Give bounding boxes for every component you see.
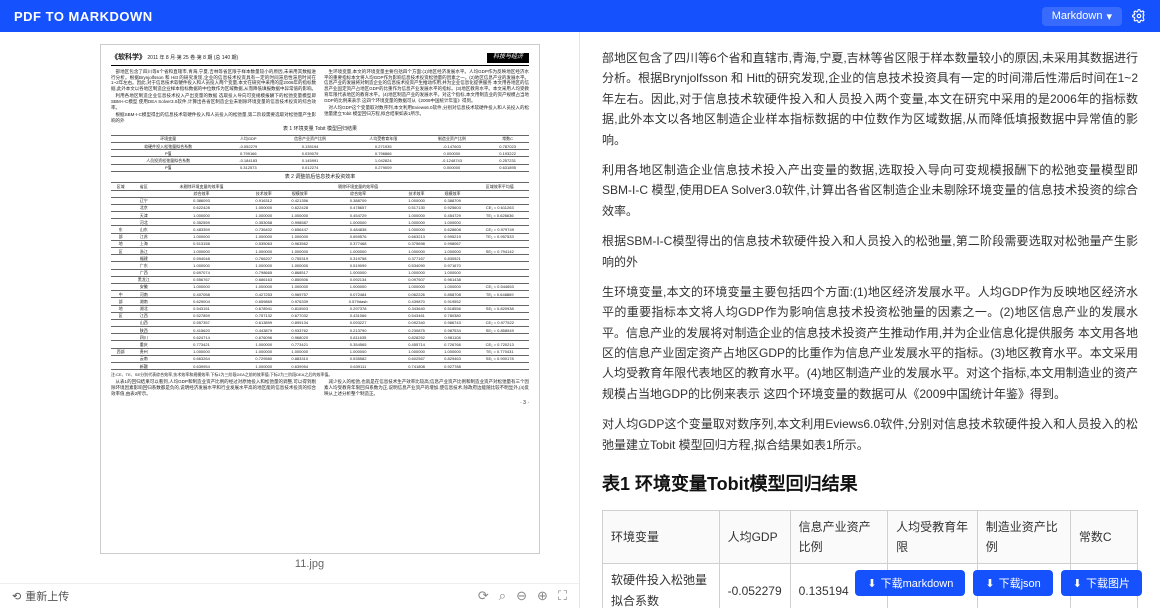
main-area: 《软科学》 2011 年 8 月·第 25 卷·第 8 期 (总 140 期) … [0,32,1160,608]
doc-para: 部地区包含了四川等6个省和直辖市,青海,宁夏,吉林等省区限于样本数量较小的原因,… [111,69,316,92]
download-buttons: ⬇下载markdown ⬇下载json ⬇下载图片 [855,570,1142,596]
table-header: 信息产业资产比例 [790,510,888,564]
download-icon: ⬇ [867,577,876,590]
output-para: 部地区包含了四川等6个省和直辖市,青海,宁夏,吉林等省区限于样本数量较小的原因,… [602,48,1138,150]
mini-table1-caption: 表 1 环境变量 Tobit 模型回归结果 [111,126,529,133]
zoom-out-icon[interactable]: ⊖ [516,588,527,604]
expand-icon[interactable]: ⛶ [558,588,567,604]
preview-toolbar: ⟲ 重新上传 ⟳ ⌕ ⊖ ⊕ ⛶ [0,583,579,608]
doc-page-num: · 3 · [111,400,529,407]
zoom-tools: ⟳ ⌕ ⊖ ⊕ ⛶ [478,588,567,604]
output-heading-1: 表1 环境变量Tobit模型回归结果 [602,469,1138,500]
doc-issue: 2011 年 8 月·第 25 卷·第 8 期 (总 140 期) [147,55,238,61]
doc-para: 根据SBM-I-C模型得出的信息技术软硬件投入和人员投入的松弛量,第二阶段需要选… [111,112,316,124]
table-header: 人均GDP [719,510,790,564]
header-actions: Markdown ▾ [1042,7,1146,26]
download-image-button[interactable]: ⬇下载图片 [1061,570,1142,596]
download-markdown-button[interactable]: ⬇下载markdown [855,570,965,596]
doc-col-right: 生环境变量,本文的环境变量主要包括四个方面:(1)地区经济发展水平。人均GDP作… [324,69,529,125]
download-icon: ⬇ [1073,577,1082,590]
reupload-label: 重新上传 [25,588,69,604]
doc-badge: 科技与经济 [487,53,529,63]
markdown-output-panel: 部地区包含了四川等6个省和直辖市,青海,宁夏,吉林等省区限于样本数量较小的原因,… [580,32,1160,608]
doc-para: 减少投入的松弛,也就是在信息技术生产效率比较高;信息产业资产比例和制造业资产对松… [324,379,529,397]
upload-icon: ⟲ [12,590,21,603]
download-json-button[interactable]: ⬇下载json [973,570,1052,596]
table-header: 人均受教育年限 [888,510,978,564]
reupload-button[interactable]: ⟲ 重新上传 [12,588,69,604]
pdf-preview-panel: 《软科学》 2011 年 8 月·第 25 卷·第 8 期 (总 140 期) … [0,32,580,608]
search-icon[interactable]: ⌕ [499,588,506,604]
table-header: 制造业资产比例 [977,510,1070,564]
doc-header: 《软科学》 2011 年 8 月·第 25 卷·第 8 期 (总 140 期) … [111,53,529,66]
table-header: 环境变量 [603,510,720,564]
doc-para: 利用各地区制造企业信息技术投入产出变量的数据 选取投入导向可变规模报酬下的松弛变… [111,93,316,111]
download-icon: ⬇ [985,577,994,590]
doc-note: 注:CE、TE、SE分别代表综合效率,技术效率和规模效率;下标1为三阶段DEA之… [111,372,529,377]
settings-icon[interactable] [1132,9,1146,23]
chevron-down-icon: ▾ [1106,10,1112,23]
doc-para: 对人均GDP这个变量取对数序列,本文利用Eviews6.0软件,分别对信息技术软… [324,105,529,117]
doc-col-left: 部地区包含了四川等6个省和直辖市,青海,宁夏,吉林等省区限于样本数量较小的原因,… [111,69,316,125]
output-para: 生环境变量,本文的环境变量主要包括四个方面:(1)地区经济发展水平。人均GDP作… [602,282,1138,404]
format-dropdown[interactable]: Markdown ▾ [1042,7,1122,26]
document-page: 《软科学》 2011 年 8 月·第 25 卷·第 8 期 (总 140 期) … [100,44,540,554]
dropdown-label: Markdown [1052,10,1103,22]
mini-table2: 区域省区未剔除环境变量的效率值剔除环境变量的效率值区域效率平均值综合效率技术效率… [111,182,529,370]
page-filename: 11.jpg [100,558,519,570]
mini-table2-caption: 表 2 调整前后信息技术投资效率 [111,174,529,181]
doc-footer-cols: 从表1的回归结果可以看到,人均GDP和制造业资产比例的经过对原始投入和松弛量的调… [111,379,529,398]
doc-journal: 《软科学》 [111,54,146,61]
app-title: PDF TO MARKDOWN [14,9,153,24]
doc-para: 生环境变量,本文的环境变量主要包括四个方面:(1)地区经济发展水平。人均GDP作… [324,69,529,104]
zoom-in-icon[interactable]: ⊕ [537,588,548,604]
doc-body: 部地区包含了四川等6个省和直辖市,青海,宁夏,吉林等省区限于样本数量较小的原因,… [111,69,529,125]
mini-table1: 环境变量人均GDP信息产业资产比例人均受教育年限制造业资产比例常数C软硬件投入松… [111,135,529,172]
document-viewport: 《软科学》 2011 年 8 月·第 25 卷·第 8 期 (总 140 期) … [0,32,579,583]
rotate-icon[interactable]: ⟳ [478,588,489,604]
output-para: 利用各地区制造企业信息技术投入产出变量的数据,选取投入导向可变规模报酬下的松弛变… [602,160,1138,221]
output-para: 根据SBM-I-C模型得出的信息技术软硬件投入和人员投入的松弛量,第二阶段需要选… [602,231,1138,272]
output-para: 对人均GDP这个变量取对数序列,本文利用Eviews6.0软件,分别对信息技术软… [602,414,1138,455]
table-header: 常数C [1070,510,1137,564]
doc-para: 从表1的回归结果可以看到,人均GDP和制造业资产比例的经过对原始投入和松弛量的调… [111,379,316,397]
app-header: PDF TO MARKDOWN Markdown ▾ [0,0,1160,32]
